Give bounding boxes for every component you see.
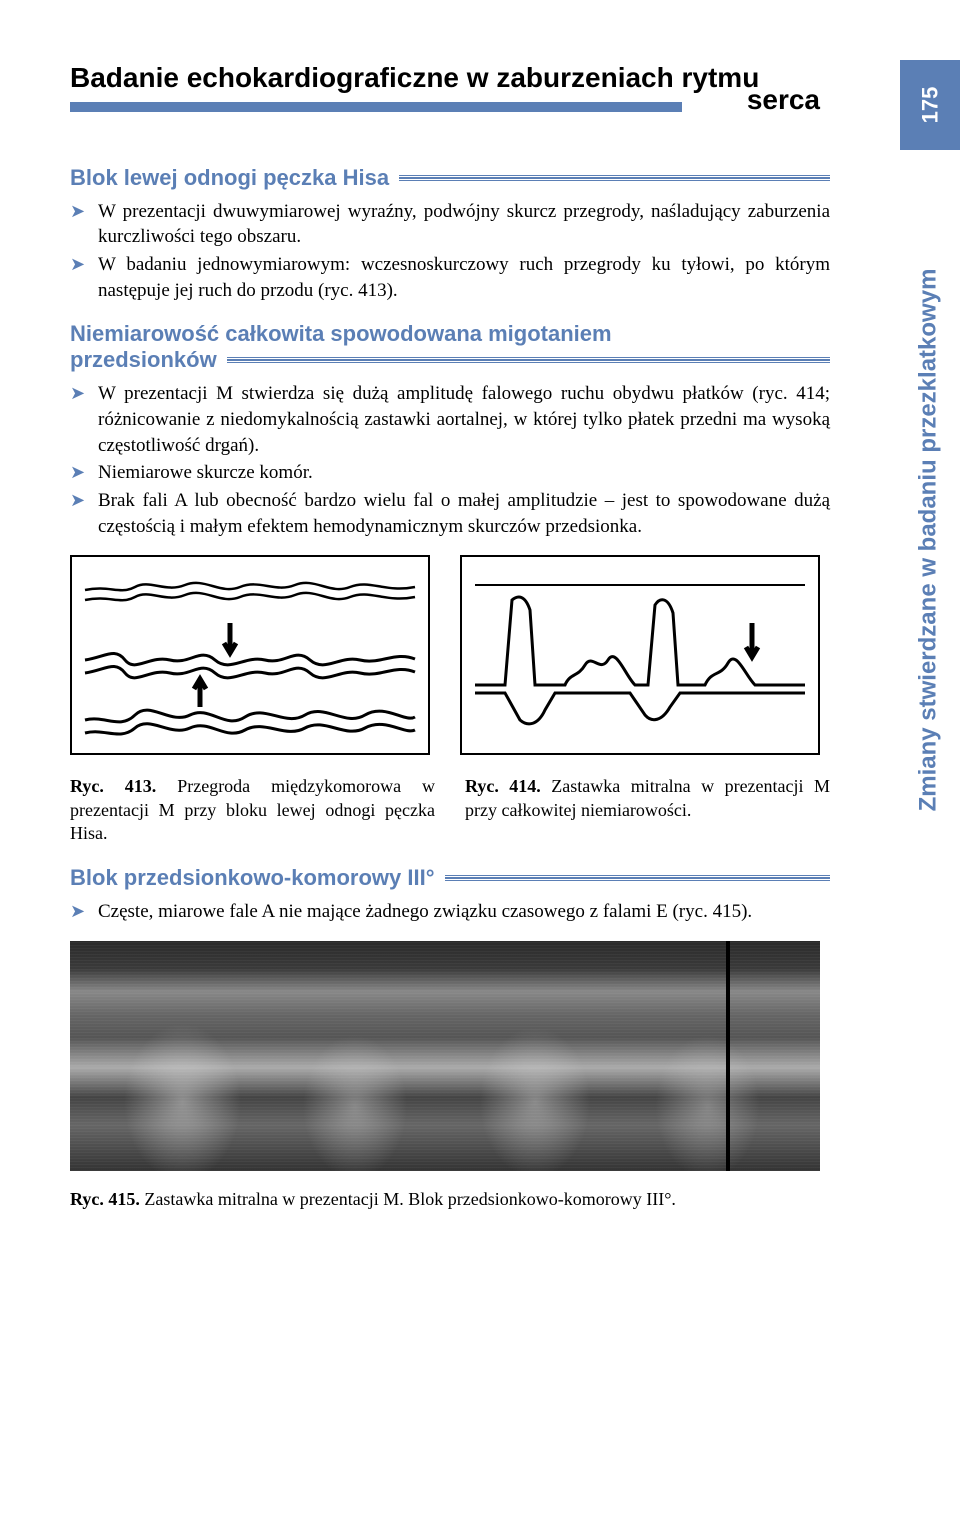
main-content: Badanie echokardiograficzne w zaburzenia… (70, 60, 890, 1210)
bullet-list-af: W prezentacji M stwierdza się dużą ampli… (70, 381, 830, 539)
list-item: W prezentacji M stwierdza się dużą ampli… (70, 381, 830, 458)
section-heading-lbbb: Blok lewej odnogi pęczka Hisa (70, 165, 830, 191)
figure-414-svg (470, 565, 810, 745)
list-item: Niemiarowe skurcze komór. (70, 460, 830, 486)
page-number: 175 (917, 87, 943, 124)
figure-413 (70, 555, 430, 755)
side-section-label-text: Zmiany stwierdzane w badaniu przezklatko… (914, 269, 942, 812)
figure-413-svg (80, 565, 420, 745)
caption-414-label: Ryc. 414. (465, 776, 541, 796)
section-heading-avblock-text: Blok przedsionkowo-komorowy III° (70, 865, 435, 891)
section-heading-avblock: Blok przedsionkowo-komorowy III° (70, 865, 830, 891)
list-item: Częste, miarowe fale A nie mające żadneg… (70, 899, 830, 925)
caption-413-label: Ryc. 413. (70, 776, 156, 796)
heading-rule (445, 877, 830, 879)
section-heading-af-line1: Niemiarowość całkowita spowodowana migot… (70, 321, 612, 347)
page-number-tab: 175 (900, 60, 960, 150)
section-heading-lbbb-text: Blok lewej odnogi pęczka Hisa (70, 165, 389, 191)
figure-415-echo (70, 941, 820, 1171)
captions-row: Ryc. 413. Przegroda międzykomorowa w pre… (70, 775, 830, 845)
chapter-title-line1: Badanie echokardiograficzne w zaburzenia… (70, 60, 830, 96)
bullet-list-lbbb: W prezentacji dwuwymiarowej wyraźny, pod… (70, 199, 830, 304)
list-item: Brak fali A lub obecność bardzo wielu fa… (70, 488, 830, 539)
list-item: W badaniu jednowymiarowym: wczesnoskurcz… (70, 252, 830, 303)
caption-414: Ryc. 414. Zastawka mitralna w prezentacj… (465, 775, 830, 845)
side-section-label: Zmiany stwierdzane w badaniu przezklatko… (908, 190, 948, 890)
heading-rule (399, 177, 830, 179)
list-item: W prezentacji dwuwymiarowej wyraźny, pod… (70, 199, 830, 250)
figures-row (70, 555, 830, 755)
caption-413: Ryc. 413. Przegroda międzykomorowa w pre… (70, 775, 435, 845)
figure-414 (460, 555, 820, 755)
section-heading-af: Niemiarowość całkowita spowodowana migot… (70, 321, 830, 373)
caption-415: Ryc. 415. Zastawka mitralna w prezentacj… (70, 1189, 830, 1210)
echo-time-marker (726, 941, 730, 1171)
bullet-list-avblock: Częste, miarowe fale A nie mające żadneg… (70, 899, 830, 925)
heading-rule (227, 359, 830, 361)
section-heading-af-line2: przedsionków (70, 347, 217, 373)
caption-415-label: Ryc. 415. (70, 1189, 140, 1209)
caption-415-text: Zastawka mitralna w prezentacji M. Blok … (140, 1189, 676, 1209)
